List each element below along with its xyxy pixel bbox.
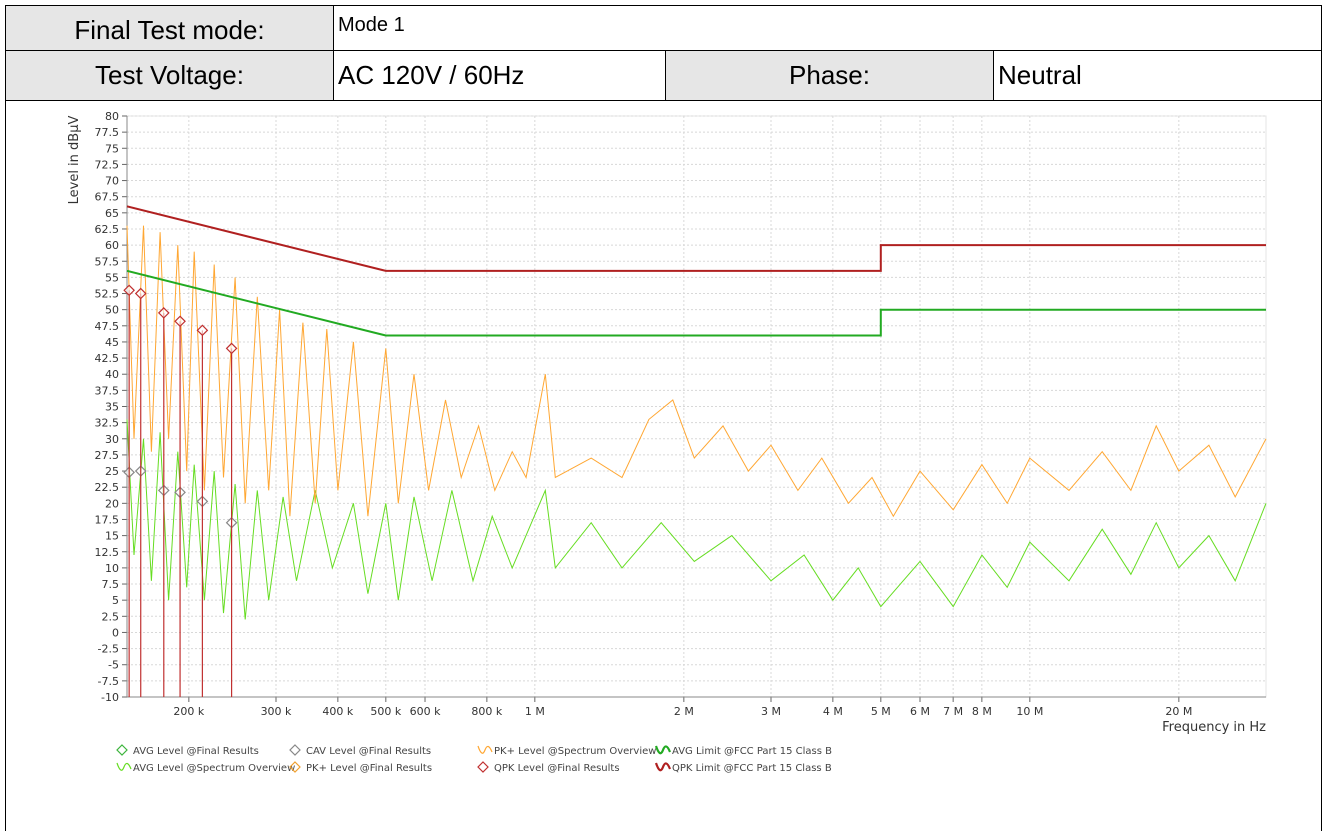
- result-marker: [174, 315, 186, 328]
- y-tick-label: 27.5: [95, 449, 120, 462]
- y-tick-label: 17.5: [95, 513, 120, 526]
- y-tick-label: 67.5: [95, 191, 120, 204]
- x-tick-label: 10 M: [1016, 705, 1043, 718]
- y-tick-label: 40: [105, 368, 119, 381]
- x-tick-label: 4 M: [823, 705, 843, 718]
- legend-label: AVG Limit @FCC Part 15 Class B: [672, 746, 832, 757]
- voltage-label: Test Voltage:: [5, 50, 334, 101]
- y-tick-label: 12.5: [95, 546, 120, 559]
- y-tick-label: 75: [105, 142, 119, 155]
- x-tick-label: 6 M: [910, 705, 930, 718]
- y-tick-label: -2.5: [98, 643, 119, 656]
- limit-line: [126, 205, 1266, 272]
- legend-label: PK+ Level @Spectrum Overview: [494, 746, 656, 757]
- spectrum-trace: [126, 225, 1267, 518]
- phase-label: Phase:: [665, 50, 994, 101]
- x-tick-label: 300 k: [261, 705, 292, 718]
- y-tick-label: 2.5: [102, 610, 120, 623]
- x-tick-label: 400 k: [322, 705, 353, 718]
- y-tick-label: 10: [105, 562, 119, 575]
- y-tick-label: 77.5: [95, 126, 120, 139]
- x-tick-label: 1 M: [525, 705, 545, 718]
- result-marker: [123, 284, 135, 297]
- y-tick-label: 20: [105, 497, 119, 510]
- legend-symbol: [289, 744, 301, 756]
- x-tick-label: 500 k: [370, 705, 401, 718]
- legend-symbol: [289, 761, 301, 773]
- x-tick-label: 800 k: [471, 705, 502, 718]
- result-marker: [196, 324, 209, 337]
- y-tick-label: 72.5: [95, 158, 120, 171]
- y-tick-label: 32.5: [95, 417, 120, 430]
- y-tick-label: 70: [105, 175, 119, 188]
- phase-value: Neutral: [993, 50, 1322, 101]
- voltage-value: AC 120V / 60Hz: [333, 50, 666, 101]
- y-tick-label: -10: [101, 691, 119, 704]
- spectrum-trace: [126, 419, 1267, 620]
- x-tick-label: 5 M: [871, 705, 891, 718]
- y-tick-label: 52.5: [95, 288, 120, 301]
- legend-symbol: [477, 745, 493, 754]
- y-tick-label: 30: [105, 433, 119, 446]
- y-tick-label: 35: [105, 401, 119, 414]
- x-tick-label: 200 k: [173, 705, 204, 718]
- legend-label: QPK Limit @FCC Part 15 Class B: [672, 763, 832, 774]
- y-axis-label: Level in dBµV: [67, 116, 82, 205]
- y-tick-label: -5: [108, 659, 119, 672]
- y-tick-label: 57.5: [95, 255, 120, 268]
- y-tick-label: 47.5: [95, 320, 120, 333]
- y-tick-label: 50: [105, 304, 119, 317]
- legend-symbol: [477, 761, 489, 773]
- limit-line: [126, 269, 1266, 337]
- x-tick-label: 20 M: [1165, 705, 1192, 718]
- legend-symbol: [654, 762, 672, 772]
- y-tick-label: 0: [112, 626, 119, 639]
- y-tick-label: 37.5: [95, 384, 120, 397]
- x-tick-label: 7 M: [943, 705, 963, 718]
- y-tick-label: 62.5: [95, 223, 120, 236]
- y-tick-label: 60: [105, 239, 119, 252]
- y-tick-label: 80: [105, 110, 119, 123]
- x-tick-label: 600 k: [410, 705, 441, 718]
- result-marker: [157, 307, 170, 319]
- result-marker: [225, 342, 238, 355]
- y-tick-label: 55: [105, 271, 119, 284]
- legend-label: CAV Level @Final Results: [306, 746, 431, 757]
- legend-label: PK+ Level @Final Results: [306, 763, 432, 774]
- y-tick-label: 5: [112, 594, 119, 607]
- y-tick-label: 25: [105, 465, 119, 478]
- x-tick-label: 8 M: [972, 705, 992, 718]
- legend-symbol: [116, 762, 132, 771]
- legend-symbol: [116, 744, 128, 756]
- x-axis-label: Frequency in Hz: [1162, 720, 1266, 735]
- y-tick-label: 7.5: [102, 578, 120, 591]
- result-marker: [134, 287, 147, 300]
- y-tick-label: -7.5: [98, 675, 119, 688]
- y-tick-label: 45: [105, 336, 119, 349]
- x-tick-label: 2 M: [674, 705, 694, 718]
- legend-label: QPK Level @Final Results: [494, 763, 620, 774]
- y-tick-label: 65: [105, 207, 119, 220]
- y-tick-label: 42.5: [95, 352, 120, 365]
- legend-label: AVG Level @Final Results: [133, 746, 259, 757]
- x-tick-label: 3 M: [761, 705, 781, 718]
- legend-label: AVG Level @Spectrum Overview: [133, 763, 295, 774]
- y-tick-label: 22.5: [95, 481, 120, 494]
- legend-symbol: [654, 745, 672, 755]
- mode-label: Final Test mode:: [5, 5, 334, 51]
- y-tick-label: 15: [105, 530, 119, 543]
